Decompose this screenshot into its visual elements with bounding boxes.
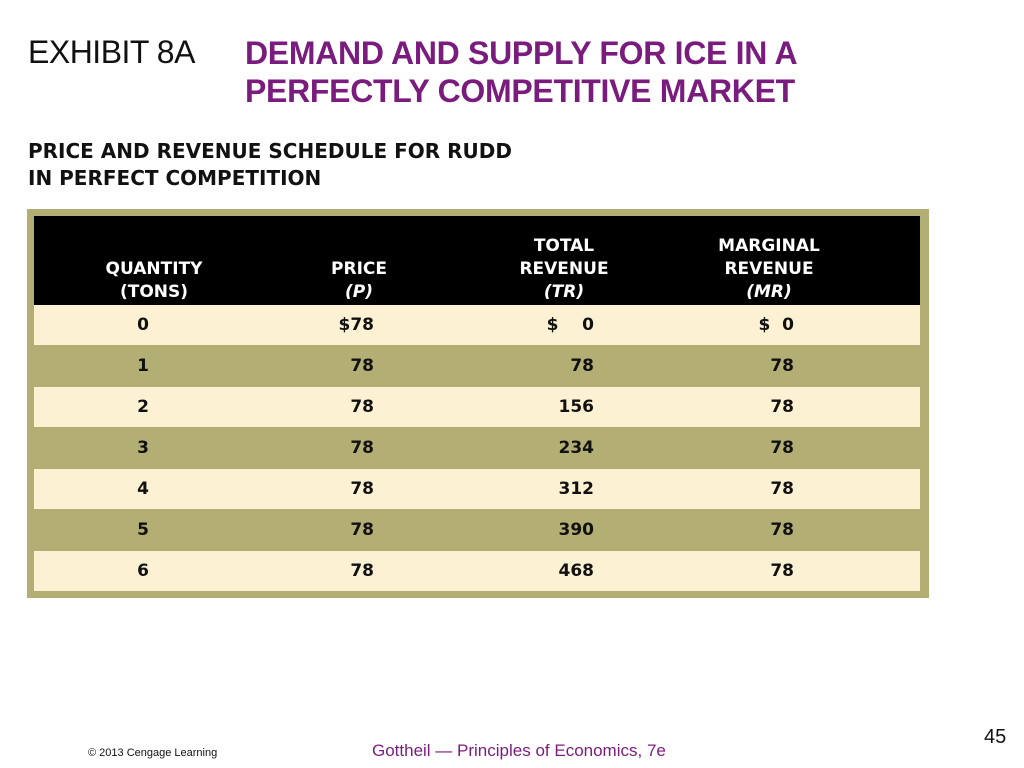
cell-total-revenue: 234: [558, 438, 595, 458]
cell-total-revenue: 156: [558, 397, 595, 417]
table-row: 1 78 78 78: [34, 346, 920, 386]
cell-total-revenue: $ 0: [546, 315, 594, 335]
cell-marginal-revenue: 78: [770, 561, 794, 581]
cell-price: 78: [350, 397, 374, 417]
cell-total-revenue: 468: [558, 561, 595, 581]
header-mr-line-2: REVENUE: [724, 259, 814, 279]
header-quantity-line-2: (TONS): [119, 282, 189, 302]
cell-price: 78: [350, 479, 374, 499]
exhibit-title: DEMAND AND SUPPLY FOR ICE IN A PERFECTLY…: [245, 34, 945, 110]
title-line-1: DEMAND AND SUPPLY FOR ICE IN A: [245, 35, 798, 71]
header-tr-line-1: TOTAL: [533, 236, 595, 256]
cell-marginal-revenue: 78: [770, 479, 794, 499]
page-number: 45: [984, 726, 1007, 748]
cell-quantity: 3: [137, 438, 149, 458]
header-tr-line-3: (TR): [543, 282, 585, 302]
exhibit-label: EXHIBIT 8A: [28, 34, 195, 70]
table-row: 5 78 390 78: [34, 510, 920, 550]
cell-quantity: 5: [137, 520, 149, 540]
cell-total-revenue: 312: [558, 479, 595, 499]
cell-marginal-revenue: 78: [770, 397, 794, 417]
cell-quantity: 4: [137, 479, 149, 499]
header-price-line-1: PRICE: [331, 259, 387, 279]
cell-price: 78: [350, 356, 374, 376]
header-total-revenue: TOTAL REVENUE (TR): [489, 216, 639, 312]
header-quantity: QUANTITY (TONS): [74, 216, 234, 312]
subtitle-line-1: PRICE AND REVENUE SCHEDULE FOR RUDD: [28, 139, 512, 163]
cell-quantity: 6: [137, 561, 149, 581]
cell-total-revenue: 390: [558, 520, 595, 540]
table-subtitle: PRICE AND REVENUE SCHEDULE FOR RUDD IN P…: [28, 138, 648, 192]
title-line-2: PERFECTLY COMPETITIVE MARKET: [245, 73, 795, 109]
cell-marginal-revenue: $ 0: [758, 315, 795, 335]
table-row: 2 78 156 78: [34, 387, 920, 427]
table-row: 6 78 468 78: [34, 551, 920, 591]
cell-quantity: 1: [137, 356, 149, 376]
cell-price: $78: [338, 315, 375, 335]
revenue-table: QUANTITY (TONS) PRICE (P) TOTAL REVENUE …: [27, 209, 929, 598]
header-price: PRICE (P): [294, 216, 424, 312]
header-quantity-line-1: QUANTITY: [105, 259, 203, 279]
table-header: QUANTITY (TONS) PRICE (P) TOTAL REVENUE …: [34, 216, 920, 312]
header-tr-line-2: REVENUE: [519, 259, 609, 279]
cell-quantity: 0: [137, 315, 149, 335]
header-price-line-2: (P): [345, 282, 373, 302]
copyright-notice: © 2013 Cengage Learning: [88, 747, 218, 759]
cell-marginal-revenue: 78: [770, 356, 794, 376]
table-row: 3 78 234 78: [34, 428, 920, 468]
table-row: 0 $78 $ 0 $ 0: [34, 305, 920, 345]
cell-price: 78: [350, 561, 374, 581]
header-marginal-revenue: MARGINAL REVENUE (MR): [689, 216, 849, 312]
header-mr-line-1: MARGINAL: [718, 236, 820, 256]
cell-price: 78: [350, 438, 374, 458]
cell-marginal-revenue: 78: [770, 520, 794, 540]
table-row: 4 78 312 78: [34, 469, 920, 509]
cell-total-revenue: 78: [570, 356, 594, 376]
cell-marginal-revenue: 78: [770, 438, 794, 458]
subtitle-line-2: IN PERFECT COMPETITION: [28, 166, 322, 190]
header-mr-line-3: (MR): [746, 282, 792, 302]
book-citation: Gottheil — Principles of Economics, 7e: [372, 741, 666, 760]
cell-price: 78: [350, 520, 374, 540]
cell-quantity: 2: [137, 397, 149, 417]
